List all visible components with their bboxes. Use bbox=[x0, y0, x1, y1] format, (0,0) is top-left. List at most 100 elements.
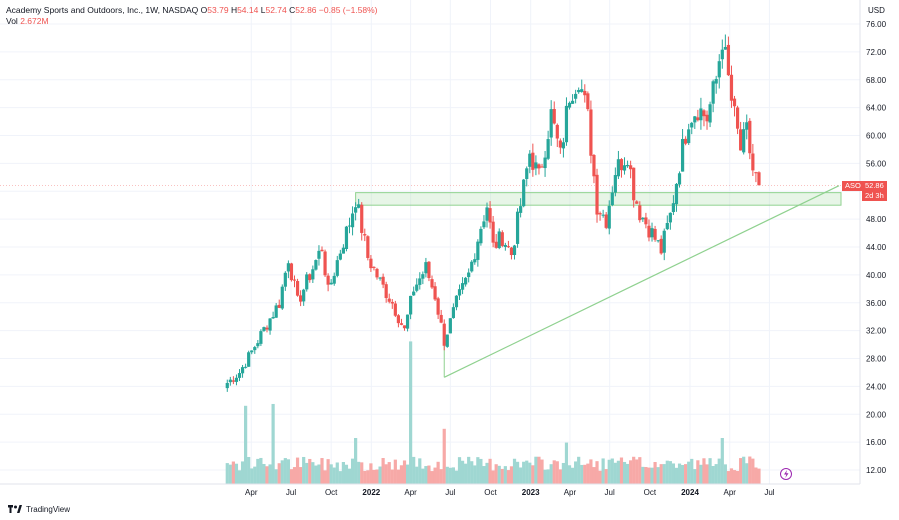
lightning-icon[interactable] bbox=[780, 468, 792, 480]
open-value: 53.79 bbox=[207, 5, 229, 15]
candle-body bbox=[357, 204, 361, 208]
candle-body bbox=[308, 274, 312, 281]
candle-body bbox=[503, 244, 507, 247]
candle-body bbox=[723, 46, 727, 50]
volume-bar bbox=[714, 464, 718, 484]
candle-body bbox=[390, 301, 394, 304]
volume-bar bbox=[613, 462, 617, 484]
volume-bar bbox=[393, 459, 397, 484]
candle-body bbox=[555, 124, 559, 139]
candle-body bbox=[610, 192, 614, 206]
candle-body bbox=[295, 281, 300, 296]
candle-body bbox=[549, 109, 553, 138]
volume-bar bbox=[567, 465, 572, 484]
candle-body bbox=[653, 228, 657, 240]
candle-body bbox=[699, 108, 703, 121]
candle-body bbox=[375, 268, 379, 278]
volume-bar bbox=[292, 467, 297, 484]
volume-bar bbox=[482, 466, 486, 484]
volume-bar bbox=[515, 461, 520, 484]
volume-bar bbox=[415, 466, 419, 484]
candle-body bbox=[473, 259, 477, 263]
candle-body bbox=[534, 162, 538, 169]
volume-bar bbox=[690, 458, 694, 484]
candle-body bbox=[586, 93, 590, 110]
volume-bar bbox=[595, 461, 599, 484]
volume-bar bbox=[265, 466, 269, 484]
candle-body bbox=[467, 272, 471, 278]
brand[interactable]: TradingView bbox=[8, 505, 70, 514]
volume-bar bbox=[589, 459, 593, 484]
volume-bar bbox=[350, 458, 355, 484]
volume-bar bbox=[457, 457, 462, 484]
volume-bar bbox=[253, 466, 257, 484]
candle-body bbox=[350, 213, 355, 228]
volume-bar bbox=[299, 467, 303, 484]
candle-body bbox=[387, 298, 391, 302]
volume-bar bbox=[665, 460, 669, 484]
volume-bar bbox=[418, 458, 422, 484]
candle-body bbox=[564, 105, 569, 143]
candle-body bbox=[323, 251, 327, 276]
volume-bar bbox=[509, 466, 514, 484]
candle-body bbox=[439, 314, 443, 323]
volume-bar bbox=[656, 467, 660, 484]
volume-bar bbox=[421, 468, 425, 484]
volume-bar bbox=[347, 468, 352, 484]
volume-label: Vol bbox=[6, 16, 18, 26]
volume-bar bbox=[274, 469, 278, 484]
volume-bar bbox=[668, 461, 672, 484]
candle-body bbox=[479, 228, 483, 244]
volume-bar bbox=[601, 458, 605, 484]
time-tick-label: 2024 bbox=[681, 488, 699, 497]
candle-body bbox=[512, 245, 517, 255]
volume-bar bbox=[525, 460, 529, 484]
volume-bar bbox=[735, 470, 740, 484]
candle-body bbox=[491, 221, 495, 243]
volume-bar bbox=[503, 466, 507, 484]
currency-label[interactable]: USD bbox=[868, 6, 885, 15]
candle-body bbox=[522, 179, 526, 207]
candle-body bbox=[622, 165, 627, 171]
volume-bar bbox=[360, 462, 364, 484]
candle-body bbox=[543, 157, 547, 169]
candle-body bbox=[619, 159, 624, 171]
time-tick-label: Oct bbox=[484, 488, 497, 497]
candle-body bbox=[506, 246, 511, 248]
candle-body bbox=[332, 275, 336, 284]
candle-body bbox=[754, 172, 758, 174]
candle-body bbox=[552, 108, 556, 124]
candle-body bbox=[464, 277, 468, 285]
volume-bar bbox=[479, 458, 483, 484]
volume-bar bbox=[592, 467, 596, 484]
volume-bar bbox=[454, 470, 459, 484]
candle-body bbox=[671, 203, 676, 213]
candle-body bbox=[729, 74, 734, 101]
time-tick-label: 2023 bbox=[522, 488, 540, 497]
price-tick-label: 40.00 bbox=[866, 271, 887, 280]
volume-bar bbox=[641, 466, 645, 484]
volume-bar bbox=[231, 461, 235, 484]
candle-body bbox=[271, 317, 275, 319]
candle-body bbox=[525, 168, 529, 179]
volume-value: 2.672M bbox=[20, 16, 49, 26]
volume-bar bbox=[357, 461, 361, 484]
price-tick-label: 16.00 bbox=[866, 438, 887, 447]
candle-body bbox=[454, 295, 459, 308]
candle-body bbox=[751, 153, 755, 171]
volume-bar bbox=[381, 458, 385, 484]
volume-bar bbox=[693, 469, 697, 484]
close-value: 52.86 bbox=[295, 5, 317, 15]
candle-body bbox=[451, 307, 456, 319]
candle-body bbox=[457, 289, 462, 296]
volume-bar bbox=[464, 463, 468, 484]
candle-body bbox=[341, 247, 345, 254]
volume-bar bbox=[754, 467, 758, 484]
high-label: H bbox=[230, 5, 238, 15]
price-tick-label: 56.00 bbox=[866, 159, 887, 168]
volume-bar bbox=[549, 464, 553, 484]
volume-bar bbox=[250, 468, 254, 484]
volume-bar bbox=[405, 464, 410, 484]
volume-bar bbox=[314, 465, 318, 484]
